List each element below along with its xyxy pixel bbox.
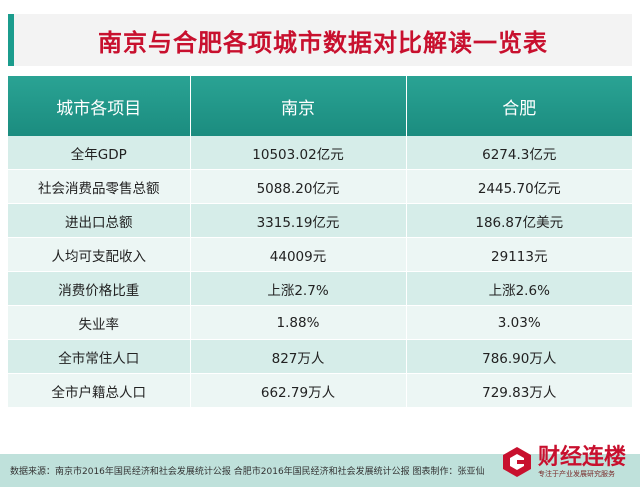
row-label: 人均可支配收入 (8, 237, 191, 272)
table-row: 人均可支配收入 44009元 29113元 (8, 237, 632, 272)
row-label: 消费价格比重 (8, 271, 191, 306)
hefei-value: 6274.3亿元 (406, 136, 632, 170)
hefei-value: 2445.70亿元 (406, 169, 632, 204)
nanjing-value: 3315.19亿元 (190, 203, 407, 238)
table-row: 社会消费品零售总额 5088.20亿元 2445.70亿元 (8, 169, 632, 204)
comparison-table: 城市各项目 南京 合肥 全年GDP 10503.02亿元 6274.3亿元 社会… (8, 76, 632, 408)
nanjing-value: 1.88% (190, 305, 407, 340)
row-label: 社会消费品零售总额 (8, 169, 191, 204)
nanjing-value: 827万人 (190, 339, 407, 374)
row-label: 失业率 (8, 305, 191, 340)
row-label: 全年GDP (8, 136, 191, 170)
table-row: 全年GDP 10503.02亿元 6274.3亿元 (8, 136, 632, 170)
nanjing-value: 5088.20亿元 (190, 169, 407, 204)
nanjing-value: 10503.02亿元 (190, 136, 407, 170)
hefei-value: 729.83万人 (406, 373, 632, 408)
table-header-row: 城市各项目 南京 合肥 (8, 76, 632, 136)
hefei-value: 786.90万人 (406, 339, 632, 374)
hefei-value: 上涨2.6% (406, 271, 632, 306)
title-bar: 南京与合肥各项城市数据对比解读一览表 (8, 14, 632, 66)
nanjing-value: 44009元 (190, 237, 407, 272)
hefei-value: 29113元 (406, 237, 632, 272)
header-item: 城市各项目 (8, 76, 191, 136)
row-label: 进出口总额 (8, 203, 191, 238)
nanjing-value: 662.79万人 (190, 373, 407, 408)
table-row: 全市常住人口 827万人 786.90万人 (8, 339, 632, 374)
table-row: 进出口总额 3315.19亿元 186.87亿美元 (8, 203, 632, 238)
brand-logo: 财经连楼 专注于产业发展研究服务 (500, 440, 634, 484)
nanjing-value: 上涨2.7% (190, 271, 407, 306)
row-label: 全市常住人口 (8, 339, 191, 374)
logo-mark-icon (503, 447, 531, 477)
logo-name: 财经连楼 (538, 444, 627, 470)
header-hefei: 合肥 (406, 76, 632, 136)
table-row: 消费价格比重 上涨2.7% 上涨2.6% (8, 271, 632, 306)
hefei-value: 3.03% (406, 305, 632, 340)
logo-tagline: 专注于产业发展研究服务 (538, 469, 615, 478)
table-row: 失业率 1.88% 3.03% (8, 305, 632, 340)
hefei-value: 186.87亿美元 (406, 203, 632, 238)
data-source-note: 数据来源：南京市2016年国民经济和社会发展统计公报 合肥市2016年国民经济和… (10, 467, 485, 477)
table-row: 全市户籍总人口 662.79万人 729.83万人 (8, 373, 632, 408)
row-label: 全市户籍总人口 (8, 373, 191, 408)
footer-bar: 数据来源：南京市2016年国民经济和社会发展统计公报 合肥市2016年国民经济和… (0, 454, 640, 487)
header-nanjing: 南京 (190, 76, 407, 136)
page-title: 南京与合肥各项城市数据对比解读一览表 (98, 28, 548, 57)
